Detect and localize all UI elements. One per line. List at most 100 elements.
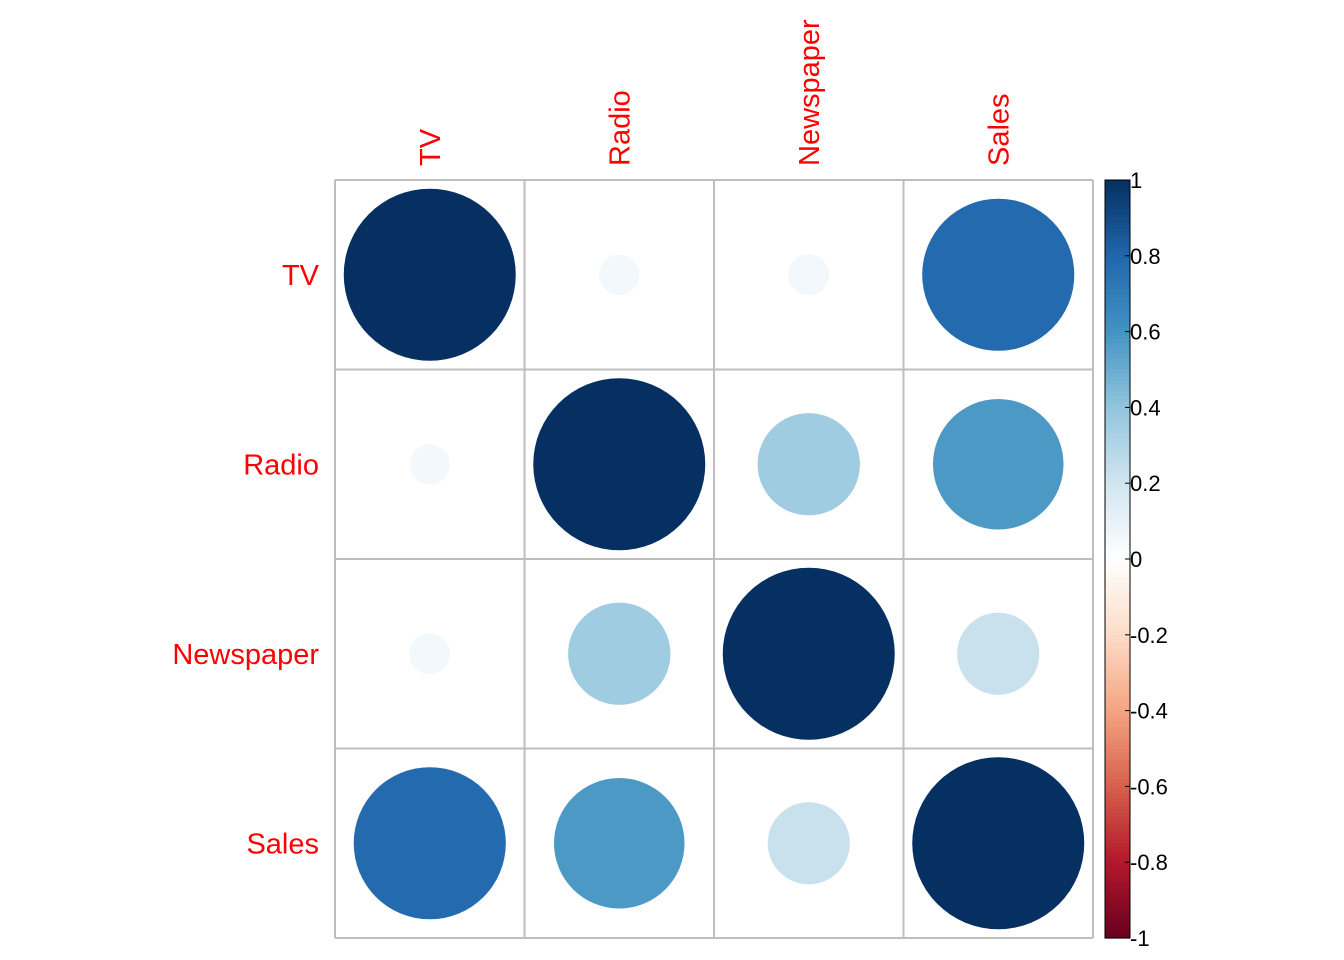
colorbar-segment: [1105, 388, 1130, 393]
colorbar-segment: [1105, 540, 1130, 545]
colorbar-segment: [1105, 631, 1130, 636]
colorbar-segment: [1105, 657, 1130, 662]
colorbar-segment: [1105, 324, 1130, 329]
colorbar-segment: [1105, 441, 1130, 446]
colorbar-tick-label: -0.8: [1130, 850, 1168, 875]
colorbar-segment: [1105, 270, 1130, 276]
colorbar-segment: [1105, 668, 1130, 674]
colorbar-segment: [1105, 577, 1130, 583]
colorbar-segment: [1105, 884, 1130, 890]
colorbar-segment: [1105, 555, 1130, 560]
colorbar-segment: [1105, 919, 1130, 924]
row-label: Radio: [243, 449, 319, 481]
colorbar-segment: [1105, 411, 1130, 416]
colorbar-segment: [1105, 233, 1130, 238]
colorbar-segment: [1105, 187, 1130, 192]
colorbar-segment: [1105, 854, 1130, 860]
colorbar-segment: [1105, 445, 1130, 450]
colorbar-segment: [1105, 452, 1130, 458]
colorbar-segment: [1105, 551, 1130, 556]
colorbar-segment: [1105, 505, 1130, 511]
colorbar-tick-label: 0.6: [1130, 320, 1161, 345]
colorbar-segment: [1105, 206, 1130, 211]
corr-circle-Radio-Radio: [533, 378, 706, 551]
corr-circle-TV-Radio: [599, 254, 640, 295]
corr-circle-Newspaper-Radio: [568, 602, 671, 705]
colorbar-segment: [1105, 759, 1130, 765]
colorbar-segment: [1105, 180, 1130, 185]
colorbar-segment: [1105, 767, 1130, 772]
colorbar-segment: [1105, 464, 1130, 469]
colorbar-segment: [1105, 263, 1130, 268]
colorbar-segment: [1105, 574, 1130, 579]
colorbar-segment: [1105, 934, 1130, 939]
colorbar-segment: [1105, 430, 1130, 435]
colorbar-segment: [1105, 831, 1130, 837]
colorbar-segment: [1105, 888, 1130, 894]
colorbar-segment: [1105, 911, 1130, 916]
colorbar-segment: [1105, 570, 1130, 575]
colorbar-segment: [1105, 198, 1130, 204]
colorbar-segment: [1105, 608, 1130, 613]
colorbar-segment: [1105, 703, 1130, 708]
colorbar-segment: [1105, 559, 1130, 564]
colorbar-segment: [1105, 543, 1130, 549]
colorbar-segment: [1105, 915, 1130, 920]
colorbar-tick-label: 1: [1130, 168, 1142, 193]
colorbar-segment: [1105, 191, 1130, 196]
colorbar-segment: [1105, 418, 1130, 424]
colorbar-segment: [1105, 797, 1130, 803]
colorbar-segment: [1105, 585, 1130, 590]
colorbar-segment: [1105, 244, 1130, 249]
colorbar-segment: [1105, 562, 1130, 568]
colorbar-segment: [1105, 471, 1130, 477]
colorbar-segment: [1105, 392, 1130, 397]
colorbar-segment: [1105, 790, 1130, 795]
colorbar-segment: [1105, 903, 1130, 909]
colorbar-segment: [1105, 600, 1130, 606]
colorbar-segment: [1105, 828, 1130, 833]
colorbar-segment: [1105, 316, 1130, 321]
colorbar-segment: [1105, 521, 1130, 526]
colorbar-segment: [1105, 365, 1130, 371]
colorbar-tick-label: -0.2: [1130, 623, 1168, 648]
colorbar-segment: [1105, 805, 1130, 810]
colorbar-segment: [1105, 672, 1130, 678]
colorbar-segment: [1105, 259, 1130, 264]
colorbar-segment: [1105, 229, 1130, 234]
colorbar-segment: [1105, 494, 1130, 499]
colorbar-segment: [1105, 403, 1130, 408]
row-label: TV: [282, 260, 320, 292]
colorbar-segment: [1105, 793, 1130, 799]
colorbar-segment: [1105, 437, 1130, 443]
colorbar-segment: [1105, 342, 1130, 348]
colorbar-segment: [1105, 896, 1130, 901]
colorbar-tick-label: 0.2: [1130, 471, 1161, 496]
colorbar-segment: [1105, 210, 1130, 215]
colorbar-segment: [1105, 354, 1130, 359]
colorbar-segment: [1105, 350, 1130, 355]
colorbar-segment: [1105, 475, 1130, 481]
colorbar-segment: [1105, 524, 1130, 530]
colorbar-segment: [1105, 820, 1130, 825]
corr-circle-Newspaper-Newspaper: [722, 567, 895, 740]
colorbar-segment: [1105, 665, 1130, 670]
colorbar-segment: [1105, 843, 1130, 848]
colorbar-segment: [1105, 699, 1130, 704]
colorbar-segment: [1105, 460, 1130, 465]
colorbar-segment: [1105, 714, 1130, 719]
colorbar-segment: [1105, 217, 1130, 223]
colorbar-segment: [1105, 684, 1130, 689]
colorbar-segment: [1105, 433, 1130, 439]
colorbar-segment: [1105, 221, 1130, 227]
colorbar-segment: [1105, 619, 1130, 625]
colorbar-segment: [1105, 649, 1130, 655]
colorbar-segment: [1105, 517, 1130, 522]
colorbar-segment: [1105, 763, 1130, 769]
corr-circle-Sales-TV: [353, 767, 506, 920]
colorbar-segment: [1105, 740, 1130, 746]
colorbar-segment: [1105, 274, 1130, 280]
colorbar-segment: [1105, 293, 1130, 299]
colorbar-segment: [1105, 502, 1130, 507]
